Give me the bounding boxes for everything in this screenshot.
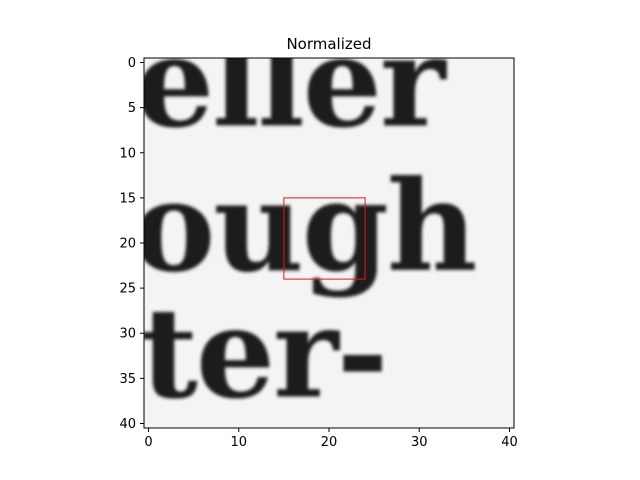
image-text-row: eller: [135, 10, 447, 156]
image-text-row: ough: [132, 154, 475, 300]
y-axis: 0 5 10 15 20 25 30 35 40: [119, 56, 144, 432]
image-background: [144, 58, 514, 428]
annotation-layer: [283, 197, 366, 280]
y-tick-label: 20: [119, 237, 136, 252]
y-tick-label: 35: [119, 372, 136, 387]
x-tick-label: 20: [321, 435, 338, 450]
image-text-row: ter-: [140, 280, 386, 426]
y-tick-label: 15: [119, 191, 136, 206]
y-tick-label: 25: [119, 282, 136, 297]
x-tick-label: 40: [501, 435, 518, 450]
x-tick-label: 30: [411, 435, 428, 450]
y-tick-label: 40: [119, 417, 136, 432]
chart-title: Normalized: [286, 35, 371, 53]
y-tick-label: 0: [128, 56, 136, 71]
highlight-rectangle: [283, 197, 366, 280]
x-tick-label: 10: [230, 435, 247, 450]
y-tick-label: 10: [119, 146, 136, 161]
x-tick-label: 0: [144, 435, 152, 450]
y-tick-label: 5: [128, 101, 136, 116]
y-tick-label: 30: [119, 327, 136, 342]
x-axis: 0 10 20 30 40: [144, 428, 518, 450]
